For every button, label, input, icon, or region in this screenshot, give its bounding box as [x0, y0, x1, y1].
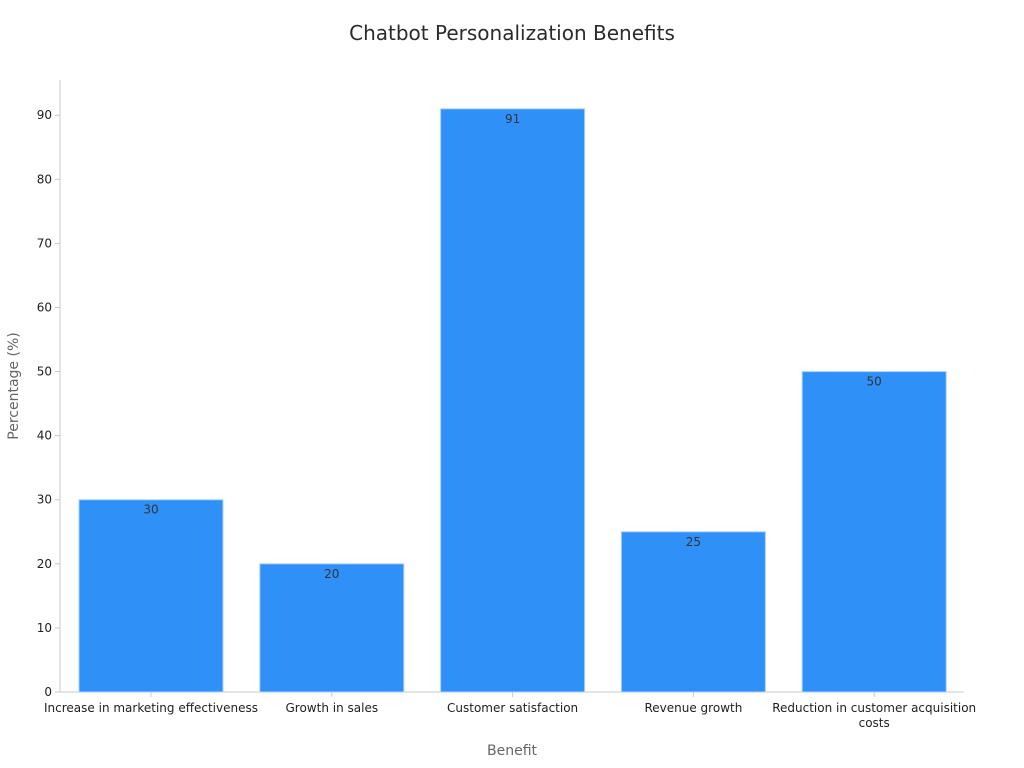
x-tick-label: Increase in marketing effectiveness	[44, 701, 258, 715]
bar-value-label: 91	[505, 112, 520, 126]
bar	[440, 108, 586, 693]
x-tick-label: Growth in sales	[286, 701, 379, 715]
x-tick-label-line: costs	[859, 716, 890, 730]
bar	[78, 499, 224, 693]
y-tick-label: 10	[37, 621, 52, 635]
x-tick-label-line: Increase in marketing effectiveness	[44, 701, 258, 715]
x-tick-label: Customer satisfaction	[447, 701, 578, 715]
y-tick-label: 20	[37, 557, 52, 571]
x-tick-label-line: Growth in sales	[286, 701, 379, 715]
bar	[801, 371, 947, 693]
bar	[620, 531, 766, 693]
x-tick-label-line: Reduction in customer acquisition	[772, 701, 976, 715]
y-tick-label: 70	[37, 236, 52, 250]
y-tick-labels-group: 0 10 20 30 40 50 60 70 80 90	[37, 108, 60, 699]
y-tick-label: 60	[37, 300, 52, 314]
bars-group	[78, 108, 947, 693]
bar-value-label: 25	[686, 535, 701, 549]
bar-value-label: 20	[324, 567, 339, 581]
bar-value-label: 30	[143, 503, 158, 517]
bar	[259, 563, 405, 693]
x-axis-title: Benefit	[487, 743, 538, 759]
bar-value-label: 50	[867, 375, 882, 389]
y-axis-title: Percentage (%)	[6, 332, 22, 439]
x-tick-label-line: Customer satisfaction	[447, 701, 578, 715]
chart-title: Chatbot Personalization Benefits	[349, 21, 675, 45]
x-tick-label: Reduction in customer acquisition costs	[772, 701, 976, 730]
data-labels-group: 30 20 91 25 50	[143, 112, 881, 581]
x-tick-label-line: Revenue growth	[644, 701, 742, 715]
y-tick-label: 90	[37, 108, 52, 122]
y-tick-label: 30	[37, 493, 52, 507]
y-tick-label: 40	[37, 429, 52, 443]
y-tick-label: 50	[37, 365, 52, 379]
x-tick-label: Revenue growth	[644, 701, 742, 715]
y-tick-label: 80	[37, 172, 52, 186]
y-tick-label: 0	[44, 685, 52, 699]
x-tick-labels-group: Increase in marketing effectiveness Growt…	[44, 692, 976, 730]
